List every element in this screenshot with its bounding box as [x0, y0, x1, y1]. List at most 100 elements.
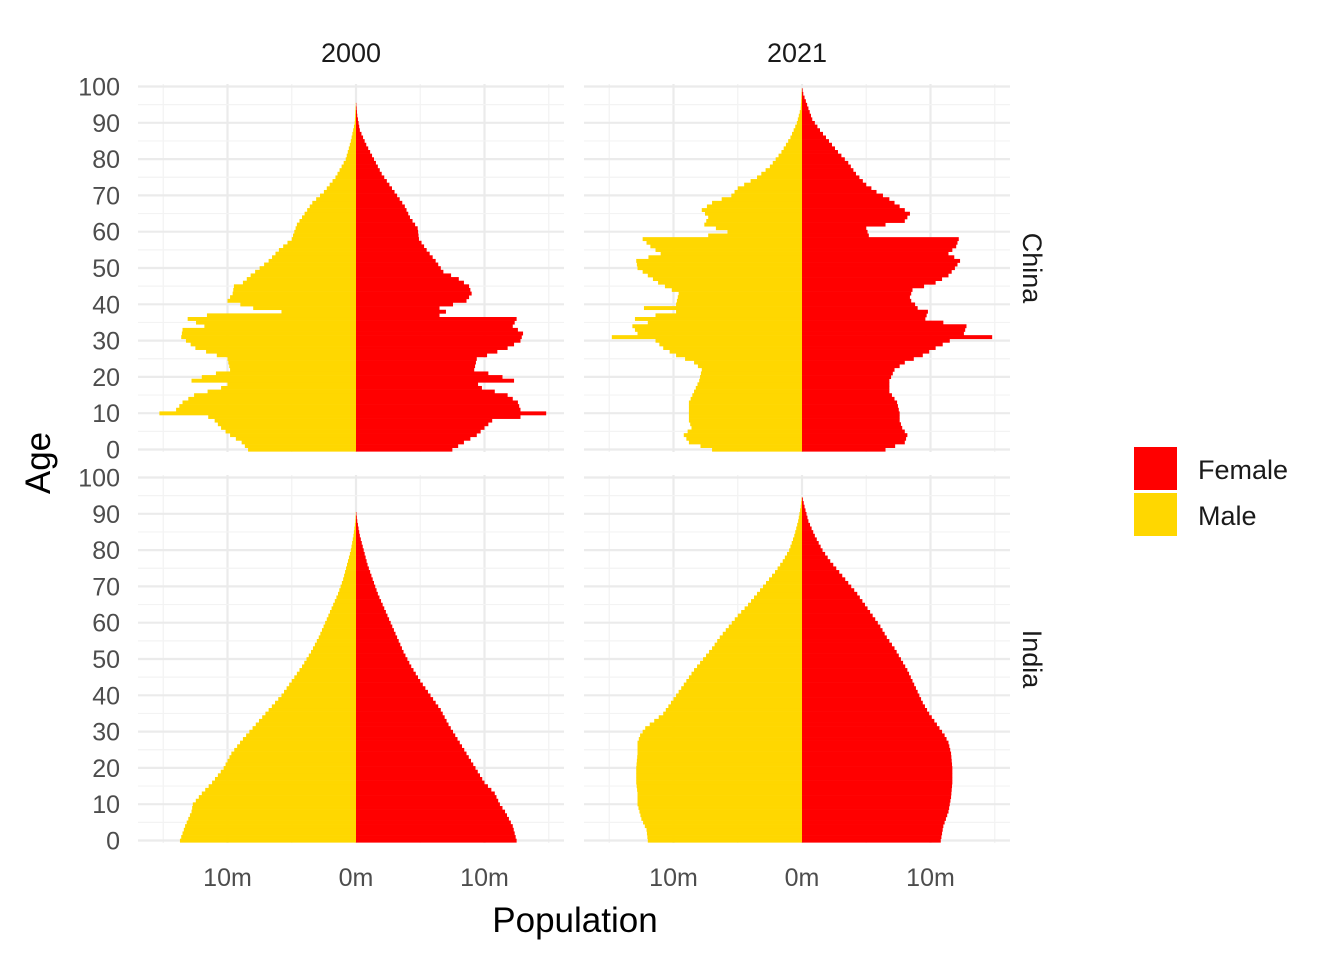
female-bar [802, 302, 915, 306]
female-bar [802, 136, 826, 140]
male-bar [647, 835, 802, 839]
male-bar [738, 614, 802, 618]
y-tick-label: 80 [92, 146, 120, 174]
male-bar [638, 799, 802, 803]
female-bar [802, 505, 805, 509]
female-bar [802, 628, 883, 632]
female-bar [356, 828, 514, 832]
male-bar [663, 346, 802, 350]
female-bar [802, 161, 848, 165]
female-bar [356, 139, 365, 143]
female-bar [802, 563, 833, 567]
male-bar [703, 657, 802, 661]
male-bar [352, 136, 356, 140]
male-bar [344, 574, 356, 578]
female-bar [356, 150, 370, 154]
female-bar [356, 132, 361, 136]
female-bar [802, 759, 952, 763]
male-bar [636, 766, 802, 770]
male-bar [342, 581, 356, 585]
male-bar [352, 545, 356, 549]
male-bar [324, 625, 356, 629]
female-bar [356, 788, 491, 792]
male-bar [799, 114, 802, 118]
male-bar [638, 752, 802, 756]
male-bar [349, 556, 356, 560]
male-bar [727, 230, 802, 234]
female-bar [802, 426, 902, 430]
male-bar [294, 675, 356, 679]
male-bar [180, 839, 356, 843]
y-tick-label: 0 [106, 828, 120, 856]
male-bar [781, 150, 802, 154]
male-bar [304, 661, 356, 665]
female-bar [356, 650, 404, 654]
female-bar [802, 103, 807, 107]
female-bar [802, 150, 838, 154]
male-bar [221, 770, 356, 774]
male-bar [307, 208, 356, 212]
male-bar [784, 146, 802, 150]
female-bar [356, 248, 427, 252]
female-bar [802, 440, 905, 444]
female-bar [802, 404, 898, 408]
female-bar [802, 299, 911, 303]
male-bar [761, 172, 802, 176]
male-bar [735, 617, 802, 621]
female-bar [802, 270, 952, 274]
female-bar [802, 599, 862, 603]
male-bar [700, 661, 802, 665]
male-bar [279, 248, 356, 252]
male-bar [230, 433, 356, 437]
male-bar [766, 168, 802, 172]
male-bar [699, 379, 802, 383]
male-bar [234, 748, 356, 752]
male-bar [344, 161, 356, 165]
female-bar [802, 566, 836, 570]
male-bar [776, 157, 802, 161]
female-bar [802, 183, 866, 187]
female-bar [802, 614, 873, 618]
male-bar [191, 342, 356, 346]
female-bar [356, 784, 488, 788]
male-bar [322, 628, 356, 632]
female-bar [802, 552, 825, 556]
female-bar [802, 263, 957, 267]
male-bar [233, 288, 356, 292]
female-bar [356, 632, 396, 636]
male-bar [801, 96, 802, 100]
male-bar [204, 324, 356, 328]
female-bar [802, 223, 886, 227]
facet-label-2000: 2000 [321, 38, 381, 68]
male-bar [336, 595, 356, 599]
male-bar [313, 646, 356, 650]
male-bar [708, 215, 802, 219]
male-bar [221, 426, 356, 430]
female-bar [802, 668, 907, 672]
male-bar [650, 723, 802, 727]
male-bar [647, 241, 802, 245]
male-bar [790, 545, 802, 549]
male-bar [275, 701, 356, 705]
female-bar [802, 712, 929, 716]
male-bar [723, 632, 802, 636]
female-bar [356, 346, 508, 350]
male-bar [230, 368, 356, 372]
female-bar [356, 157, 374, 161]
y-tick-label: 60 [92, 219, 120, 247]
male-bar [676, 302, 802, 306]
female-bar [802, 157, 845, 161]
female-bar [802, 635, 887, 639]
female-bar [356, 762, 473, 766]
male-bar [229, 364, 356, 368]
male-bar [320, 194, 356, 198]
male-bar [335, 175, 356, 179]
female-bar [356, 821, 511, 825]
male-bar [333, 179, 356, 183]
male-bar [757, 592, 802, 596]
female-bar [802, 194, 883, 198]
male-bar [637, 263, 802, 267]
male-bar [272, 255, 356, 259]
male-bar [159, 411, 356, 415]
male-bar [296, 226, 356, 230]
